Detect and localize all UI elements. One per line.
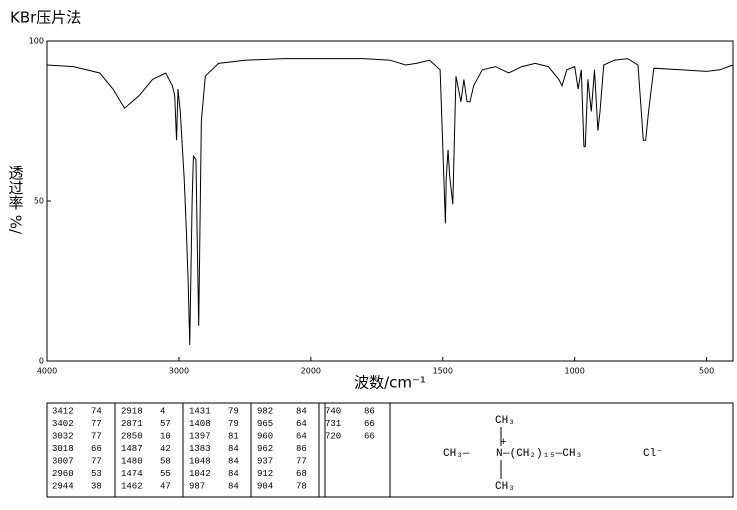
- peak-transmittance: 66: [364, 419, 375, 429]
- x-tick-label: 1500: [433, 367, 453, 376]
- peak-transmittance: 38: [91, 481, 102, 491]
- peak-wavenumber: 3018: [52, 444, 74, 454]
- peak-transmittance: 77: [91, 456, 102, 466]
- peak-wavenumber: 1462: [121, 481, 143, 491]
- peak-wavenumber: 965: [257, 419, 273, 429]
- peak-transmittance: 55: [160, 469, 171, 479]
- peak-transmittance: 77: [91, 431, 102, 441]
- peak-transmittance: 79: [228, 419, 239, 429]
- peak-transmittance: 86: [364, 406, 375, 416]
- peak-transmittance: 47: [160, 481, 171, 491]
- peak-wavenumber: 3032: [52, 431, 74, 441]
- peak-wavenumber: 720: [325, 431, 341, 441]
- peak-transmittance: 81: [228, 431, 239, 441]
- x-axis-label: 波数/cm⁻¹: [354, 374, 426, 392]
- x-tick-label: 500: [699, 367, 714, 376]
- peak-transmittance: 57: [160, 419, 171, 429]
- peak-transmittance: 74: [91, 406, 102, 416]
- y-tick-label: 0: [39, 357, 44, 366]
- peak-wavenumber: 1408: [189, 419, 211, 429]
- peak-transmittance: 84: [228, 481, 239, 491]
- peak-wavenumber: 1480: [121, 456, 143, 466]
- peak-wavenumber: 960: [257, 431, 273, 441]
- peak-wavenumber: 987: [189, 481, 205, 491]
- structure-center: N: [496, 448, 503, 460]
- peak-wavenumber: 904: [257, 481, 273, 491]
- y-axis-label: 透过率 %/: [7, 165, 25, 235]
- peak-wavenumber: 962: [257, 444, 273, 454]
- peak-transmittance: 84: [228, 469, 239, 479]
- x-tick-label: 3000: [169, 367, 189, 376]
- peak-transmittance: 4: [160, 406, 165, 416]
- x-tick-label: 4000: [37, 367, 57, 376]
- y-tick-label: 100: [29, 37, 44, 46]
- peak-wavenumber: 1048: [189, 456, 211, 466]
- peak-wavenumber: 2944: [52, 481, 74, 491]
- y-tick-label: 50: [34, 197, 44, 206]
- peak-transmittance: 86: [296, 444, 307, 454]
- structure-charge: +: [500, 437, 507, 449]
- peak-transmittance: 53: [91, 469, 102, 479]
- chart-title: KBr压片法: [10, 9, 81, 27]
- peak-transmittance: 66: [91, 444, 102, 454]
- peak-transmittance: 64: [296, 419, 307, 429]
- peak-wavenumber: 1042: [189, 469, 211, 479]
- structure-chain: —(CH₂)₁₅—CH₃: [502, 448, 582, 460]
- peak-transmittance: 64: [296, 431, 307, 441]
- peak-wavenumber: 3412: [52, 406, 74, 416]
- peak-transmittance: 77: [296, 456, 307, 466]
- peak-wavenumber: 3007: [52, 456, 74, 466]
- peak-wavenumber: 1487: [121, 444, 143, 454]
- peak-transmittance: 84: [228, 456, 239, 466]
- plot-frame: [46, 40, 734, 362]
- peak-wavenumber: 2960: [52, 469, 74, 479]
- peak-wavenumber: 1431: [189, 406, 211, 416]
- structure-anion: Cl⁻: [643, 448, 663, 460]
- peak-transmittance: 84: [296, 406, 307, 416]
- peak-wavenumber: 3402: [52, 419, 74, 429]
- peak-transmittance: 66: [364, 431, 375, 441]
- peak-wavenumber: 731: [325, 419, 341, 429]
- peak-transmittance: 84: [228, 444, 239, 454]
- peak-transmittance: 10: [160, 431, 171, 441]
- peak-wavenumber: 2850: [121, 431, 143, 441]
- peak-wavenumber: 1397: [189, 431, 211, 441]
- peak-transmittance: 58: [160, 456, 171, 466]
- peak-wavenumber: 1383: [189, 444, 211, 454]
- peak-transmittance: 77: [91, 419, 102, 429]
- peak-wavenumber: 912: [257, 469, 273, 479]
- spectrum-line: [46, 58, 734, 346]
- peak-wavenumber: 2918: [121, 406, 143, 416]
- x-tick-label: 2000: [301, 367, 321, 376]
- peak-transmittance: 78: [296, 481, 307, 491]
- structure-top: CH₃: [495, 415, 515, 427]
- peak-wavenumber: 982: [257, 406, 273, 416]
- peak-transmittance: 68: [296, 469, 307, 479]
- x-tick-label: 1000: [565, 367, 585, 376]
- peak-transmittance: 79: [228, 406, 239, 416]
- structure-left: CH₃—: [443, 448, 470, 460]
- peak-wavenumber: 2871: [121, 419, 143, 429]
- peak-transmittance: 42: [160, 444, 171, 454]
- peak-wavenumber: 937: [257, 456, 273, 466]
- peak-wavenumber: 1474: [121, 469, 143, 479]
- peak-wavenumber: 740: [325, 406, 341, 416]
- structure-bottom: CH₃: [495, 481, 515, 493]
